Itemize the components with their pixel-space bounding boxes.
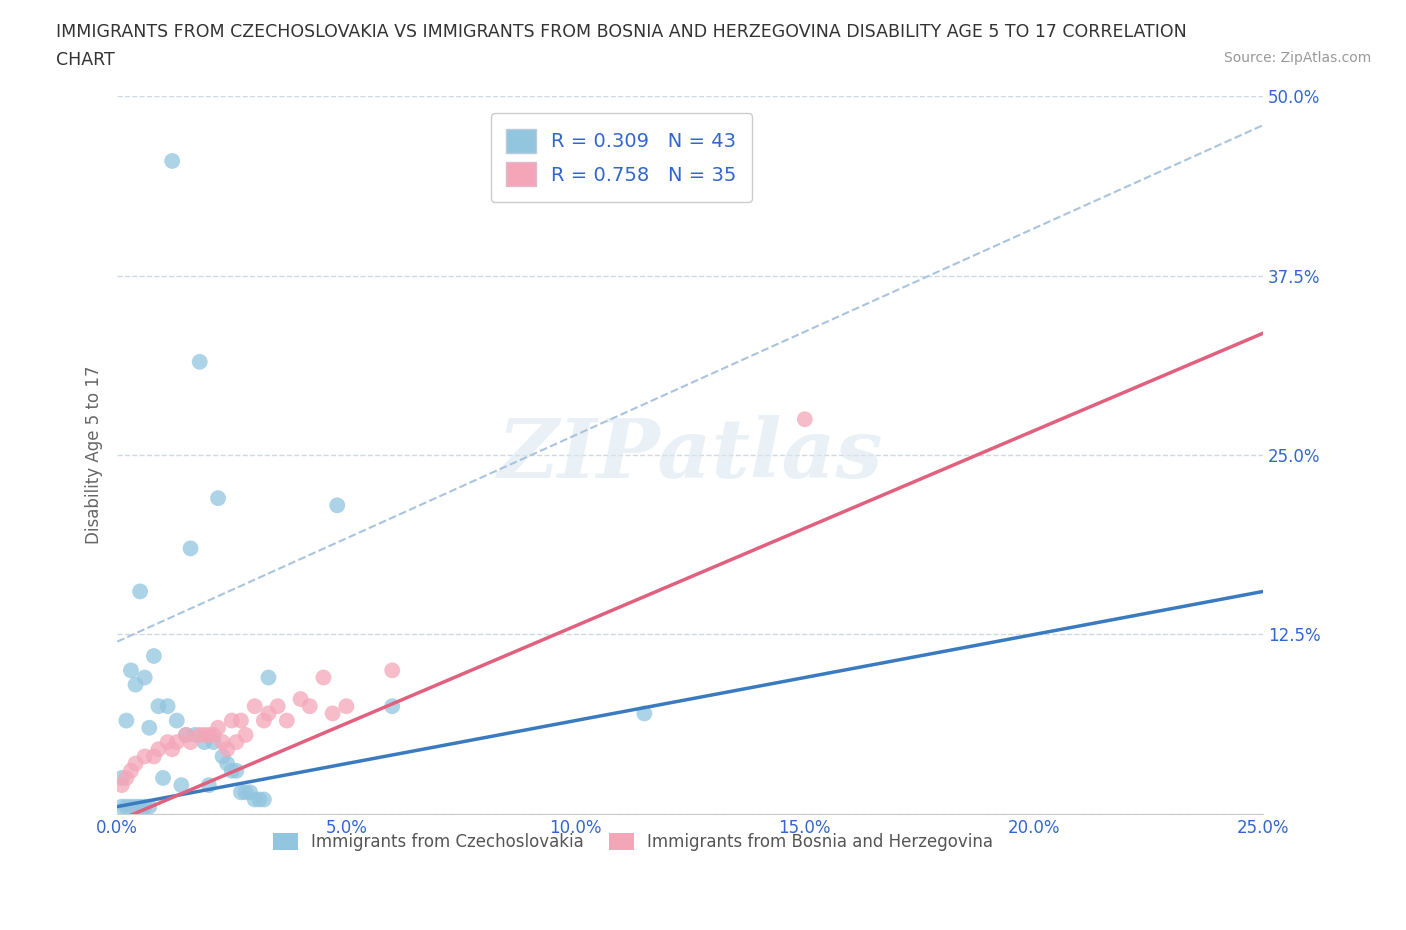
Point	[170, 777, 193, 792]
Point	[129, 799, 152, 814]
Point	[217, 756, 239, 771]
Point	[198, 777, 221, 792]
Point	[247, 792, 270, 807]
Point	[111, 777, 134, 792]
Point	[166, 713, 188, 728]
Point	[111, 799, 134, 814]
Point	[166, 735, 188, 750]
Point	[257, 706, 280, 721]
Point	[312, 671, 335, 685]
Point	[266, 698, 288, 713]
Point	[243, 792, 266, 807]
Point	[221, 713, 243, 728]
Point	[142, 648, 165, 663]
Point	[253, 713, 276, 728]
Point	[188, 727, 211, 742]
Point	[174, 727, 197, 742]
Point	[276, 713, 298, 728]
Point	[120, 764, 142, 778]
Point	[290, 692, 312, 707]
Point	[124, 677, 146, 692]
Point	[243, 698, 266, 713]
Point	[174, 727, 197, 742]
Point	[229, 785, 252, 800]
Point	[193, 727, 215, 742]
Point	[235, 727, 257, 742]
Point	[326, 498, 349, 512]
Point	[198, 727, 221, 742]
Point	[115, 713, 138, 728]
Point	[322, 706, 344, 721]
Point	[211, 735, 233, 750]
Point	[134, 799, 156, 814]
Point	[152, 771, 174, 786]
Point	[124, 756, 146, 771]
Point	[180, 541, 202, 556]
Point	[381, 663, 404, 678]
Point	[229, 713, 252, 728]
Point	[207, 491, 229, 506]
Text: ZIPatlas: ZIPatlas	[498, 415, 883, 495]
Point	[298, 698, 321, 713]
Point	[120, 663, 142, 678]
Point	[160, 153, 183, 168]
Point	[633, 706, 655, 721]
Point	[193, 735, 215, 750]
Point	[156, 735, 179, 750]
Point	[257, 671, 280, 685]
Point	[202, 735, 225, 750]
Point	[138, 721, 160, 736]
Point	[148, 742, 170, 757]
Point	[184, 727, 207, 742]
Point	[225, 764, 247, 778]
Point	[793, 412, 815, 427]
Point	[138, 799, 160, 814]
Point	[134, 749, 156, 764]
Point	[124, 799, 146, 814]
Point	[202, 727, 225, 742]
Point	[148, 698, 170, 713]
Point	[217, 742, 239, 757]
Y-axis label: Disability Age 5 to 17: Disability Age 5 to 17	[86, 365, 103, 544]
Point	[207, 721, 229, 736]
Text: Source: ZipAtlas.com: Source: ZipAtlas.com	[1223, 51, 1371, 65]
Point	[335, 698, 357, 713]
Point	[225, 735, 247, 750]
Point	[120, 799, 142, 814]
Point	[221, 764, 243, 778]
Point	[111, 771, 134, 786]
Legend: Immigrants from Czechoslovakia, Immigrants from Bosnia and Herzegovina: Immigrants from Czechoslovakia, Immigran…	[264, 825, 1001, 859]
Point	[115, 771, 138, 786]
Point	[188, 354, 211, 369]
Point	[253, 792, 276, 807]
Point	[142, 749, 165, 764]
Text: IMMIGRANTS FROM CZECHOSLOVAKIA VS IMMIGRANTS FROM BOSNIA AND HERZEGOVINA DISABIL: IMMIGRANTS FROM CZECHOSLOVAKIA VS IMMIGR…	[56, 23, 1187, 41]
Point	[134, 671, 156, 685]
Point	[211, 749, 233, 764]
Point	[156, 698, 179, 713]
Point	[129, 584, 152, 599]
Point	[160, 742, 183, 757]
Point	[180, 735, 202, 750]
Point	[235, 785, 257, 800]
Point	[381, 698, 404, 713]
Point	[239, 785, 262, 800]
Point	[115, 799, 138, 814]
Text: CHART: CHART	[56, 51, 115, 69]
